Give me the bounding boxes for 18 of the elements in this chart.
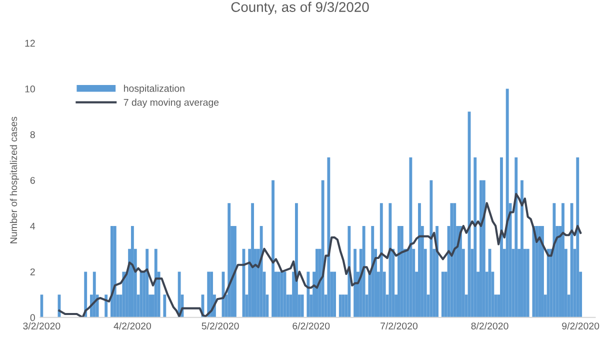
y-tick-label: 0 [30, 314, 35, 322]
y-tick-label: 2 [30, 268, 35, 276]
y-tick-label: 4 [30, 222, 36, 230]
x-tick-label: 7/2/2020 [380, 322, 418, 330]
x-tick-label: 9/2/2020 [562, 322, 600, 330]
x-tick-label: 6/2/2020 [292, 322, 330, 330]
x-tick-label: 4/2/2020 [114, 322, 151, 330]
x-tick-label: 3/2/2020 [23, 322, 60, 330]
y-tick-label: 12 [25, 40, 35, 47]
legend-label: hospitalization [124, 84, 184, 94]
legend-label: 7 day moving average [124, 98, 219, 108]
y-tick-label: 6 [30, 176, 35, 184]
y-axis-title: Number of hospitalized cases [10, 116, 19, 244]
y-tick-label: 10 [25, 86, 35, 92]
chart-title: County, as of 9/3/2020 [231, 2, 369, 15]
x-tick-label: 8/2/2020 [471, 322, 508, 330]
y-tick-label: 8 [30, 131, 35, 138]
x-tick-label: 5/2/2020 [202, 322, 239, 330]
